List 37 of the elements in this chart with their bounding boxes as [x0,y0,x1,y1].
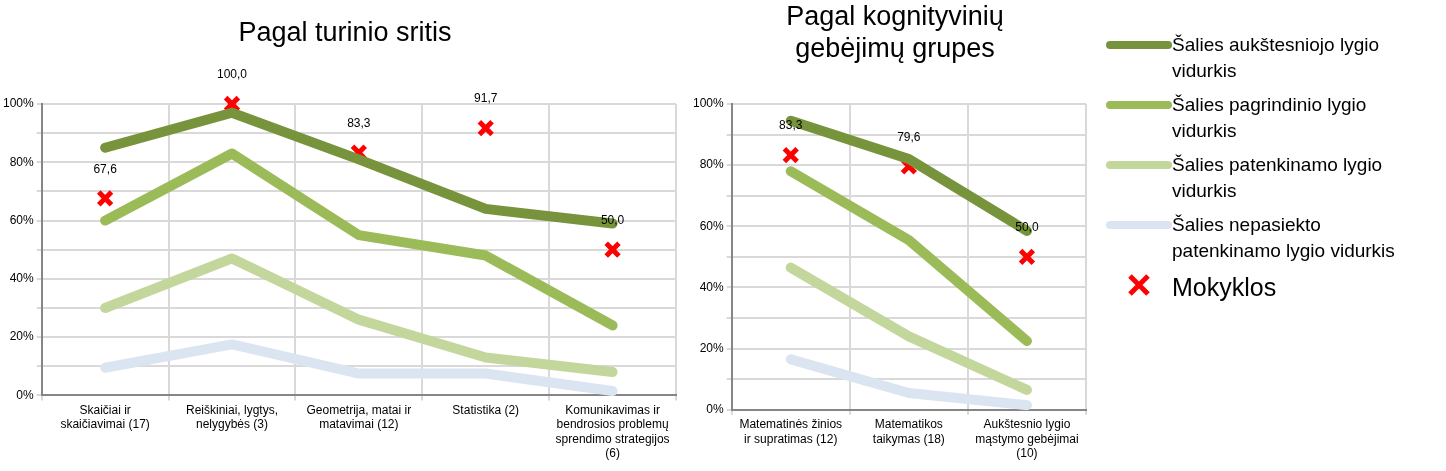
data-label: 83,3 [347,115,371,130]
y-tick-label: 20% [9,329,35,344]
y-tick-label: 80% [699,157,725,172]
legend-label: Šalies patenkinamo lygio vidurkis [1172,153,1384,203]
point [476,119,495,138]
data-label: 91,7 [474,91,498,106]
x-tick-label: Aukštesnio lygio mąstymo gebėjimai (10) [975,417,1079,461]
point [781,146,800,164]
chart-title: Pagal kognityvinių gebėjimų grupes [785,0,1005,64]
y-tick-label: 80% [9,154,35,169]
point [1018,248,1036,266]
y-tick-label: 100% [2,96,35,111]
chart-title: Pagal turinio sritis [237,16,453,49]
point [96,189,114,208]
point [603,240,622,259]
y-tick-label: 20% [699,340,725,355]
y-tick-label: 0% [16,387,35,402]
x-tick-label: Skaičiai ir skaičiavimai (17) [60,402,150,432]
x-tick-label: Statistika (2) [452,402,520,417]
y-tick-label: 60% [9,212,35,227]
x-tick-label: Komunikavimas ir bendrosios problemų sprendimo strategijos (6) [555,402,670,461]
data-label: 100,0 [216,67,248,82]
y-tick-label: 0% [706,402,725,417]
y-tick-label: 100% [692,96,725,111]
legend-label: Šalies pagrindinio lygio vidurkis [1172,93,1368,143]
data-label: 67,6 [93,161,118,176]
y-tick-label: 40% [699,279,725,294]
y-tick-label: 40% [9,271,35,286]
data-label: 79,6 [897,129,921,144]
y-tick-label: 60% [699,218,725,233]
x-tick-label: Geometrija, matai ir matavimai (12) [306,402,412,432]
x-tick-label: Reiškiniai, lygtys, nelygybės (3) [185,402,278,432]
legend-label: Šalies nepasiekto patenkinamo lygio vidurkis [1172,213,1396,263]
x-tick-label: Matematinės žinios ir supratimas (12) [739,417,843,446]
legend-label: Šalies aukštesniojo lygio vidurkis [1172,33,1380,83]
x-tick-label: Matematikos taikymas (18) [872,417,945,446]
legend-label: Mokyklos [1172,272,1278,302]
